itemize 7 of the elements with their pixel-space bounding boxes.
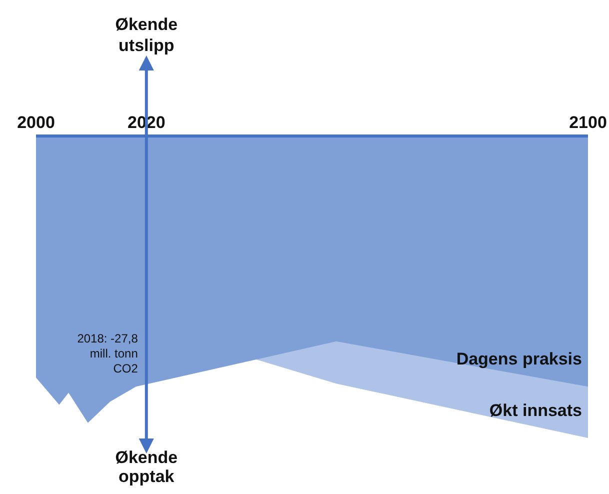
x-tick-label: 2000 bbox=[17, 113, 55, 132]
series-label: Økt innsats bbox=[489, 401, 582, 420]
annotation: 2018: -27,8 mill. tonn CO2 bbox=[77, 332, 138, 376]
series-label: Dagens praksis bbox=[456, 350, 582, 369]
ref-line-label: Økende opptak bbox=[115, 448, 178, 486]
y-axis-title: Økende utslipp bbox=[115, 15, 178, 55]
x-tick-label: 2100 bbox=[569, 113, 607, 132]
